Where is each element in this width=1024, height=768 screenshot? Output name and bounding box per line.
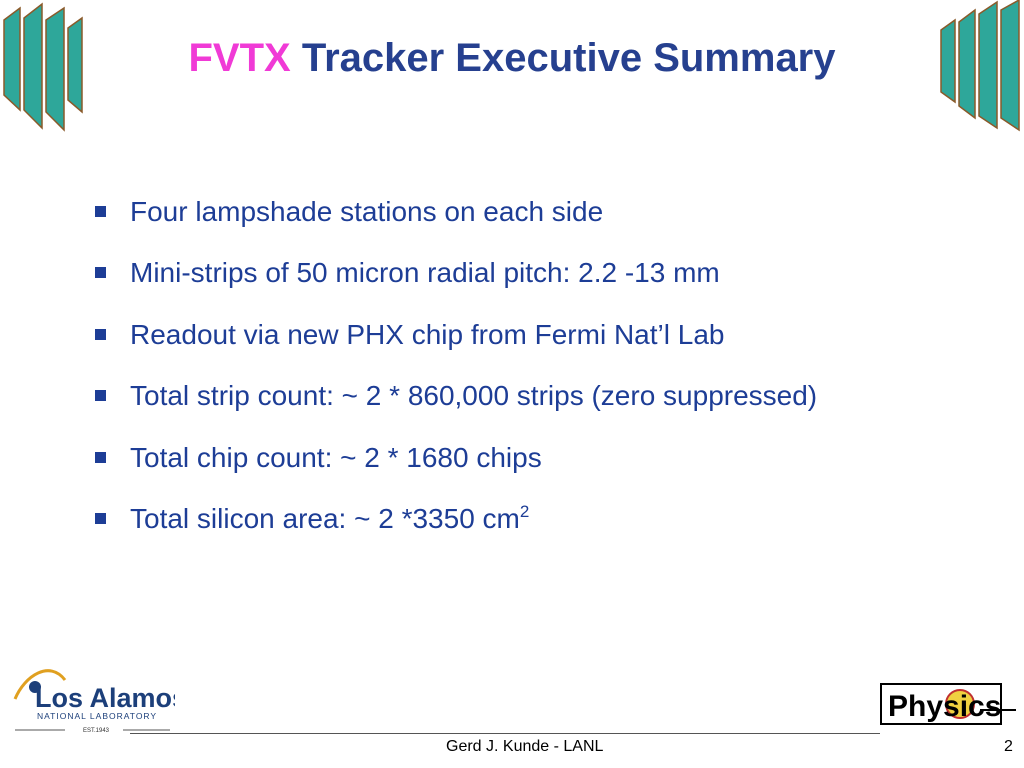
- physics-text: Physics: [888, 690, 1001, 723]
- lanl-est: EST.1943: [83, 728, 110, 734]
- logo-frame: [880, 683, 1002, 725]
- bullet: Readout via new PHX chip from Fermi Nat’…: [92, 313, 817, 374]
- physics-logo: Physics: [880, 683, 1016, 725]
- detector-image-left: [3, 2, 83, 132]
- bullet: Total chip count: ~ 2 * 1680 chips: [92, 436, 817, 497]
- detector-image-right: [940, 0, 1020, 132]
- bullet-text: Readout via new PHX chip from Fermi Nat’…: [130, 318, 725, 350]
- bullet: Mini-strips of 50 micron radial pitch: 2…: [92, 251, 817, 312]
- page-number: 2: [1004, 738, 1013, 755]
- bullet-text: Total silicon area: ~ 2 *3350 cm: [130, 502, 520, 534]
- bullet-text: Total strip count: ~ 2 * 860,000 strips …: [130, 380, 818, 412]
- bullet: Total silicon area: ~ 2 *3350 cm2: [92, 497, 817, 558]
- bullet: Total strip count: ~ 2 * 860,000 strips …: [92, 374, 817, 435]
- title-highlight: FVTX: [188, 36, 291, 80]
- slide-title: FVTX Tracker Executive Summary: [0, 36, 1024, 81]
- superscript: 2: [519, 501, 530, 521]
- logo-dot: [29, 681, 41, 693]
- bullet-text: Four lampshade stations on each side: [130, 196, 604, 227]
- logo-atom: [945, 689, 975, 719]
- lanl-name: Los Alamos: [35, 683, 175, 713]
- title-text: Tracker Executive Summary: [301, 36, 836, 80]
- logo-swoosh: [13, 669, 67, 700]
- footer-author: Gerd J. Kunde - LANL: [446, 738, 604, 755]
- bullet-list: Four lampshade stations on each side Mini…: [92, 190, 817, 558]
- bullet-text: Mini-strips of 50 micron radial pitch: 2…: [130, 257, 720, 289]
- footer-rule: [130, 733, 880, 734]
- lanl-logo: Los Alamos NATIONAL LABORATORY EST.1943: [13, 669, 175, 734]
- bullet-text: Total chip count: ~ 2 * 1680 chips: [130, 441, 542, 473]
- lanl-sub: NATIONAL LABORATORY: [37, 711, 157, 721]
- bullet: Four lampshade stations on each side: [92, 190, 817, 251]
